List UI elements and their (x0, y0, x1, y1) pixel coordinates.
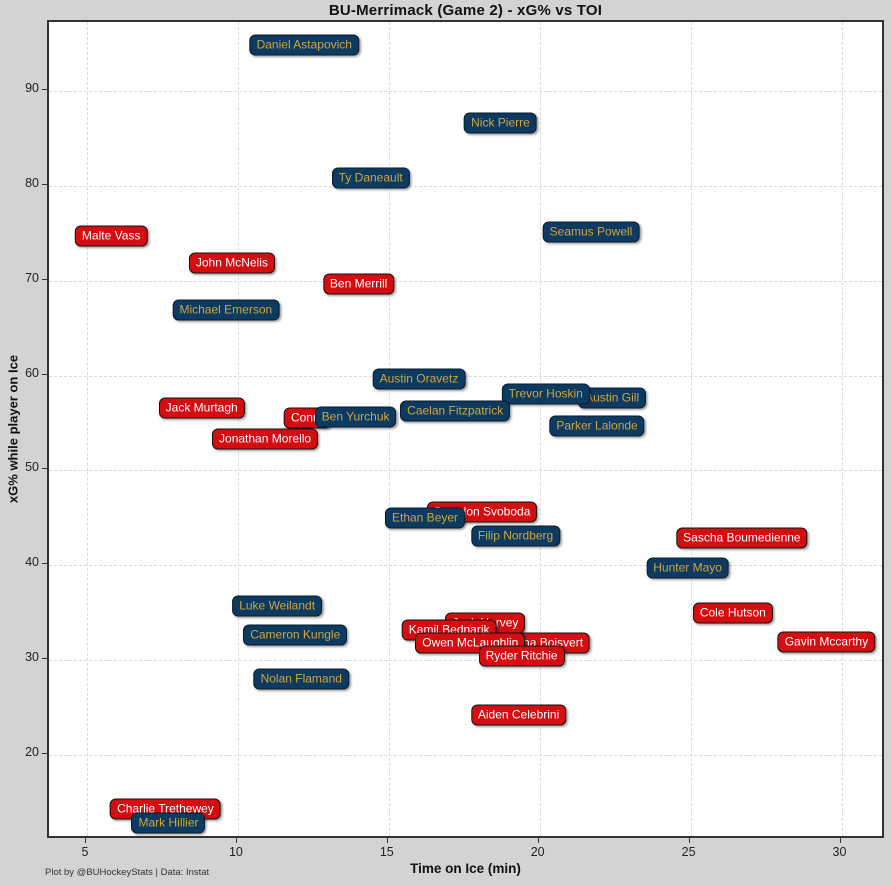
player-point-label: Malte Vass (74, 225, 148, 247)
player-point-label: Filip Nordberg (470, 525, 561, 547)
player-point-label: Ty Daneault (331, 167, 410, 189)
y-tick-label: 70 (25, 270, 39, 285)
y-tick-label: 90 (25, 81, 39, 95)
player-point-label: Sascha Boumedienne (676, 527, 808, 549)
plot-area: Daniel Astapovich Nick Pierre Ty Daneault M… (47, 20, 884, 838)
x-gridline (388, 22, 390, 836)
y-tick-mark (42, 563, 47, 565)
y-tick-mark (42, 183, 47, 185)
x-tick-label: 15 (379, 845, 394, 859)
player-point-label: Ben Merrill (322, 273, 395, 295)
player-point-label: Ryder Ritchie (478, 645, 565, 667)
player-point-label: Jonathan Morello (212, 428, 319, 450)
y-gridline (49, 185, 882, 187)
y-tick-mark (42, 373, 47, 375)
x-tick-mark (235, 838, 237, 843)
player-point-label: Mark Hillier (131, 812, 206, 834)
player-point-label: Austin Oravetz (372, 368, 466, 390)
y-gridline (49, 280, 882, 282)
player-point-label: Parker Lalonde (549, 415, 645, 437)
player-point-label: Nolan Flamand (253, 668, 349, 690)
player-point-label: Ethan Beyer (384, 507, 466, 529)
x-gridline (87, 22, 88, 836)
player-point-label: Trevor Hoskin (501, 383, 590, 405)
y-tick-label: 50 (25, 460, 39, 475)
player-point-label: Caelan Fitzpatrick (400, 400, 511, 422)
player-point-label: Daniel Astapovich (249, 34, 359, 56)
x-gridline (690, 22, 692, 836)
x-axis-label: Time on Ice (min) (410, 861, 521, 876)
player-point-label: Jack Murtagh (158, 397, 245, 419)
player-point-label: Seamus Powell (542, 221, 640, 243)
y-tick-label: 80 (25, 175, 39, 190)
y-tick-label: 60 (25, 365, 39, 380)
y-tick-label: 30 (25, 650, 39, 665)
x-gridline (539, 22, 541, 836)
player-point-label: Cameron Kungle (243, 624, 348, 646)
y-gridline (49, 375, 882, 377)
y-tick-mark (42, 278, 47, 280)
x-gridline (841, 22, 843, 836)
x-tick-mark (839, 838, 841, 843)
x-tick-label: 5 (81, 845, 89, 859)
credit-text: Plot by @BUHockeyStats | Data: Instat (45, 867, 210, 878)
player-point-label: Nick Pierre (464, 112, 537, 134)
y-tick-mark (42, 658, 47, 660)
player-point-label: Cole Hutson (692, 602, 773, 624)
y-tick-mark (42, 753, 47, 755)
x-tick-label: 25 (681, 845, 696, 859)
chart-title: BU-Merrimack (Game 2) - xG% vs TOI (328, 2, 603, 19)
y-gridline (49, 91, 882, 92)
player-point-label: Ben Yurchuk (314, 406, 397, 428)
y-tick-label: 20 (25, 745, 39, 760)
x-tick-mark (85, 838, 86, 843)
y-gridline (49, 660, 882, 662)
player-point-label: Gavin Mccarthy (777, 631, 876, 653)
y-gridline (49, 470, 882, 472)
y-tick-mark (42, 468, 47, 470)
player-point-label: Luke Weilandt (232, 595, 323, 617)
x-tick-mark (688, 838, 690, 843)
x-tick-mark (386, 838, 388, 843)
player-point-label: Hunter Mayo (646, 557, 729, 579)
player-point-label: Michael Emerson (172, 299, 280, 321)
x-tick-mark (537, 838, 539, 843)
x-tick-label: 10 (228, 845, 243, 859)
y-gridline (49, 565, 882, 567)
y-tick-mark (42, 89, 47, 90)
x-tick-label: 20 (530, 845, 545, 859)
player-point-label: John McNelis (188, 252, 275, 274)
x-tick-label: 30 (832, 845, 847, 859)
y-gridline (49, 755, 882, 757)
player-point-label: Austin Gill (578, 387, 647, 409)
player-point-label: Aiden Celebrini (470, 704, 567, 726)
y-tick-label: 40 (25, 555, 39, 570)
